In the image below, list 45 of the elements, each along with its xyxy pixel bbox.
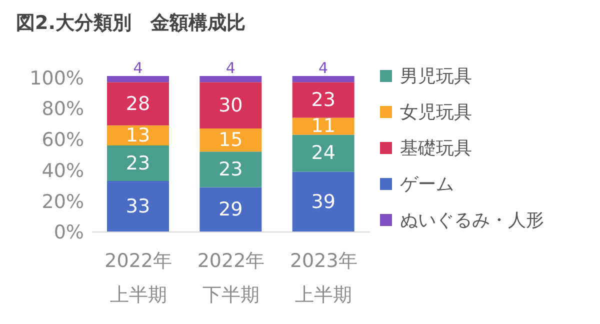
chart-title: 図2.大分類別 金額構成比 [16,11,246,36]
data-label: 24 [311,142,336,164]
legend-label: 男児玩具 [400,65,472,88]
data-label: 30 [218,94,243,116]
bar [292,134,354,172]
data-label: 23 [311,88,336,111]
bar [200,187,262,232]
bar [200,128,262,152]
legend-label: ゲーム [400,173,454,196]
data-label: 11 [311,115,336,138]
y-tick-label: 0% [54,222,84,244]
y-tick-label: 60% [42,129,84,152]
bar [200,152,262,188]
x-tick-label: 2022年下半期 [196,249,266,308]
data-label: 4 [318,59,328,77]
bar [292,172,354,232]
y-tick-label: 100% [30,67,84,90]
x-tick-label: 2022年上半期 [104,249,173,308]
data-label: 4 [226,59,236,77]
data-label: 39 [311,190,336,213]
bar [292,82,354,118]
bar [107,76,169,82]
data-label: 33 [126,196,150,218]
bar [107,125,169,146]
data-label: 23 [218,158,243,180]
legend-label: 基礎玩具 [400,137,472,160]
legend-label: 女児玩具 [400,101,472,124]
data-label: 13 [126,124,150,146]
data-label: 4 [133,59,143,77]
bar [107,146,169,182]
bar [200,76,262,82]
bar [107,82,169,126]
y-tick-label: 20% [42,190,84,213]
data-label: 29 [218,198,243,221]
bar [200,82,262,129]
legend-label: ぬいぐるみ・人形 [400,209,544,232]
data-label: 23 [126,152,150,174]
x-tick-label: 2023年上半期 [288,249,358,308]
y-tick-label: 80% [42,98,84,120]
bar [107,181,169,232]
data-label: 15 [218,129,243,152]
data-label: 28 [126,92,150,115]
y-tick-label: 40% [42,160,84,182]
bar [292,118,354,135]
bar [292,76,354,82]
